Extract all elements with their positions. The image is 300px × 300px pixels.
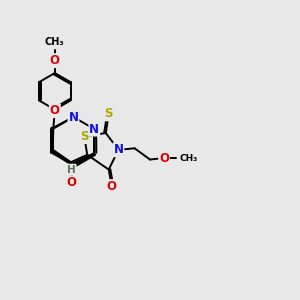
Text: O: O [107, 180, 117, 193]
Text: O: O [50, 54, 60, 67]
Text: O: O [159, 152, 169, 164]
Text: S: S [104, 107, 113, 120]
Text: H: H [67, 164, 76, 175]
Text: O: O [50, 104, 60, 117]
Text: N: N [89, 123, 99, 136]
Text: N: N [113, 143, 124, 156]
Text: N: N [68, 110, 78, 124]
Text: CH₃: CH₃ [45, 37, 64, 47]
Text: O: O [66, 176, 76, 189]
Text: CH₃: CH₃ [180, 154, 198, 163]
Text: S: S [80, 130, 88, 143]
